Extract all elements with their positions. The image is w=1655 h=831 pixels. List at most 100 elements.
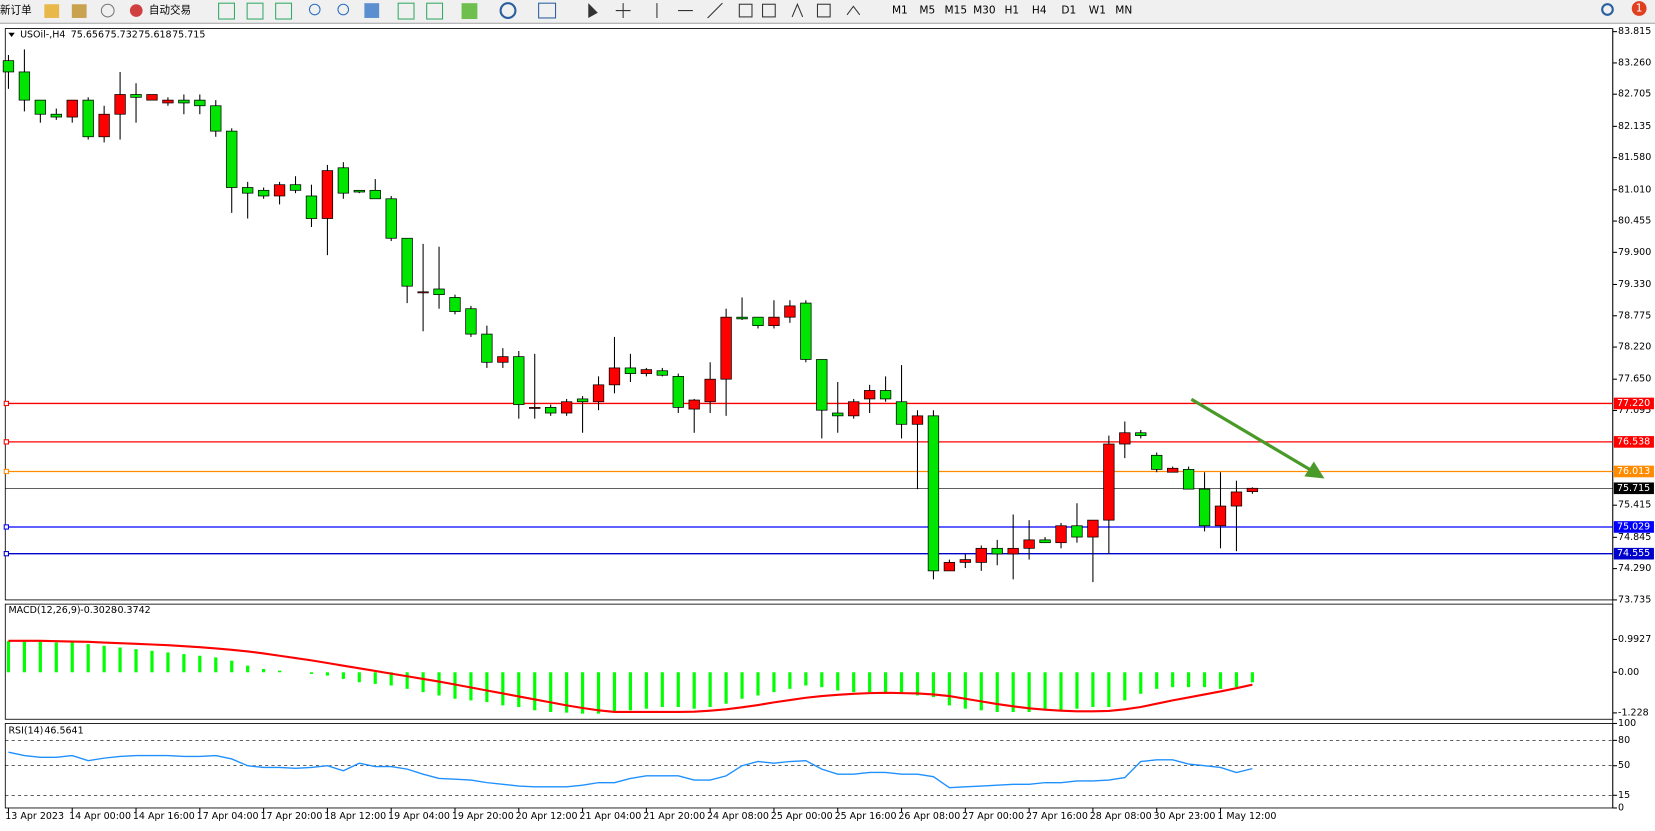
- macd-bar: [70, 642, 74, 673]
- candle-body: [624, 367, 637, 374]
- candle-body: [672, 376, 684, 408]
- x-tick-label: 25 Apr 16:00: [835, 811, 897, 822]
- icon[interactable]: [791, 2, 804, 18]
- level-label: 76.538: [1617, 436, 1650, 447]
- timeframe-button[interactable]: M15: [945, 5, 968, 17]
- macd-bar: [963, 672, 967, 709]
- x-tick-label: 18 Apr 12:00: [324, 811, 386, 822]
- icon[interactable]: [246, 2, 264, 20]
- timeframe-button[interactable]: M30: [973, 5, 996, 17]
- x-tick-label: 19 Apr 04:00: [388, 811, 450, 822]
- macd-bar: [676, 672, 680, 708]
- timeframe-button[interactable]: H4: [1032, 5, 1047, 17]
- y-tick-label: 83.815: [1618, 26, 1651, 37]
- icon[interactable]: [615, 3, 631, 18]
- icon[interactable]: [656, 2, 723, 19]
- macd-bar: [804, 672, 808, 686]
- y-tick-label: 73.735: [1618, 594, 1651, 605]
- candle-body: [784, 305, 796, 318]
- icon[interactable]: [499, 2, 517, 20]
- candle-body: [832, 412, 844, 417]
- icon[interactable]: [816, 3, 831, 18]
- candle-body: [162, 99, 174, 104]
- icon[interactable]: [397, 2, 415, 20]
- x-tick-label: 1 May 12:00: [1217, 811, 1276, 822]
- timeframe-button[interactable]: D1: [1061, 5, 1076, 17]
- macd-bar: [373, 672, 377, 684]
- level-handle: [3, 468, 9, 475]
- candle-body: [752, 316, 764, 327]
- icon[interactable]: [588, 3, 598, 18]
- icon[interactable]: [218, 2, 235, 20]
- icon[interactable]: [100, 3, 115, 18]
- icon[interactable]: [461, 3, 478, 20]
- timeframe-button[interactable]: H1: [1004, 5, 1019, 17]
- candle-body: [66, 99, 78, 118]
- macd-bar: [469, 672, 473, 701]
- candle-body: [401, 237, 413, 287]
- timeframe-button[interactable]: MN: [1115, 5, 1132, 17]
- candle-body: [481, 333, 493, 363]
- icon[interactable]: [275, 2, 293, 20]
- candle-body: [226, 130, 238, 188]
- icon[interactable]: [738, 3, 753, 18]
- macd-bar: [756, 672, 760, 696]
- timeframe-button[interactable]: M5: [919, 5, 935, 17]
- new-order[interactable]: 新订单: [0, 4, 32, 17]
- icon[interactable]: [426, 2, 444, 20]
- macd-bar: [54, 642, 58, 673]
- ohlc-value: 75.656: [71, 29, 104, 40]
- macd-bar: [277, 670, 282, 673]
- candle-body: [1151, 454, 1163, 470]
- candle-body: [863, 390, 876, 400]
- ohlc-value: 75.715: [172, 29, 205, 40]
- candle-body: [800, 302, 812, 360]
- icon[interactable]: [762, 3, 776, 18]
- macd-bar: [230, 660, 234, 673]
- level-label-box: [1613, 436, 1654, 448]
- collapse-arrow: [8, 32, 15, 37]
- candle-body: [816, 359, 828, 411]
- level-label-box: [1613, 465, 1654, 478]
- candle-body: [1246, 487, 1259, 492]
- icon[interactable]: [44, 4, 60, 18]
- notification-badge[interactable]: [1631, 1, 1647, 16]
- icon[interactable]: [846, 5, 861, 16]
- macd-bar: [836, 672, 840, 691]
- icon[interactable]: [364, 3, 380, 18]
- timeframe-button[interactable]: W1: [1089, 5, 1106, 17]
- candle-body: [194, 99, 206, 107]
- icon[interactable]: [308, 3, 321, 16]
- symbol-title: USOil-,H4: [20, 29, 65, 40]
- icon[interactable]: [71, 4, 87, 18]
- icon[interactable]: [337, 3, 350, 16]
- x-tick-label: 20 Apr 12:00: [516, 811, 578, 822]
- candle-body: [720, 316, 732, 380]
- candle-body: [210, 105, 222, 132]
- signal-line: [8, 639, 1253, 714]
- candle-body: [449, 297, 461, 312]
- icon[interactable]: [129, 4, 143, 17]
- icon[interactable]: [538, 2, 557, 19]
- x-tick-label: 17 Apr 20:00: [260, 811, 322, 822]
- macd-bar: [1202, 672, 1207, 688]
- macd-bar: [660, 672, 664, 708]
- macd-bar: [86, 644, 90, 673]
- auto-trading[interactable]: 自动交易: [149, 4, 191, 17]
- candle-body: [289, 184, 302, 191]
- level-label: 77.220: [1617, 398, 1650, 409]
- macd-bar: [1059, 672, 1063, 711]
- macd-bar: [309, 672, 314, 674]
- macd-bar: [1043, 672, 1047, 711]
- search-icon[interactable]: [1601, 3, 1614, 16]
- timeframe-button[interactable]: M1: [892, 5, 908, 17]
- level-handle: [3, 400, 9, 407]
- macd-bar: [995, 672, 999, 712]
- candle-body: [975, 547, 987, 563]
- candle-body: [895, 401, 908, 425]
- candle-body: [353, 189, 365, 193]
- candle-body: [337, 167, 350, 194]
- candle-body: [911, 415, 924, 425]
- macd-bar: [341, 672, 345, 679]
- y-tick-label: 0.9927: [1618, 634, 1651, 645]
